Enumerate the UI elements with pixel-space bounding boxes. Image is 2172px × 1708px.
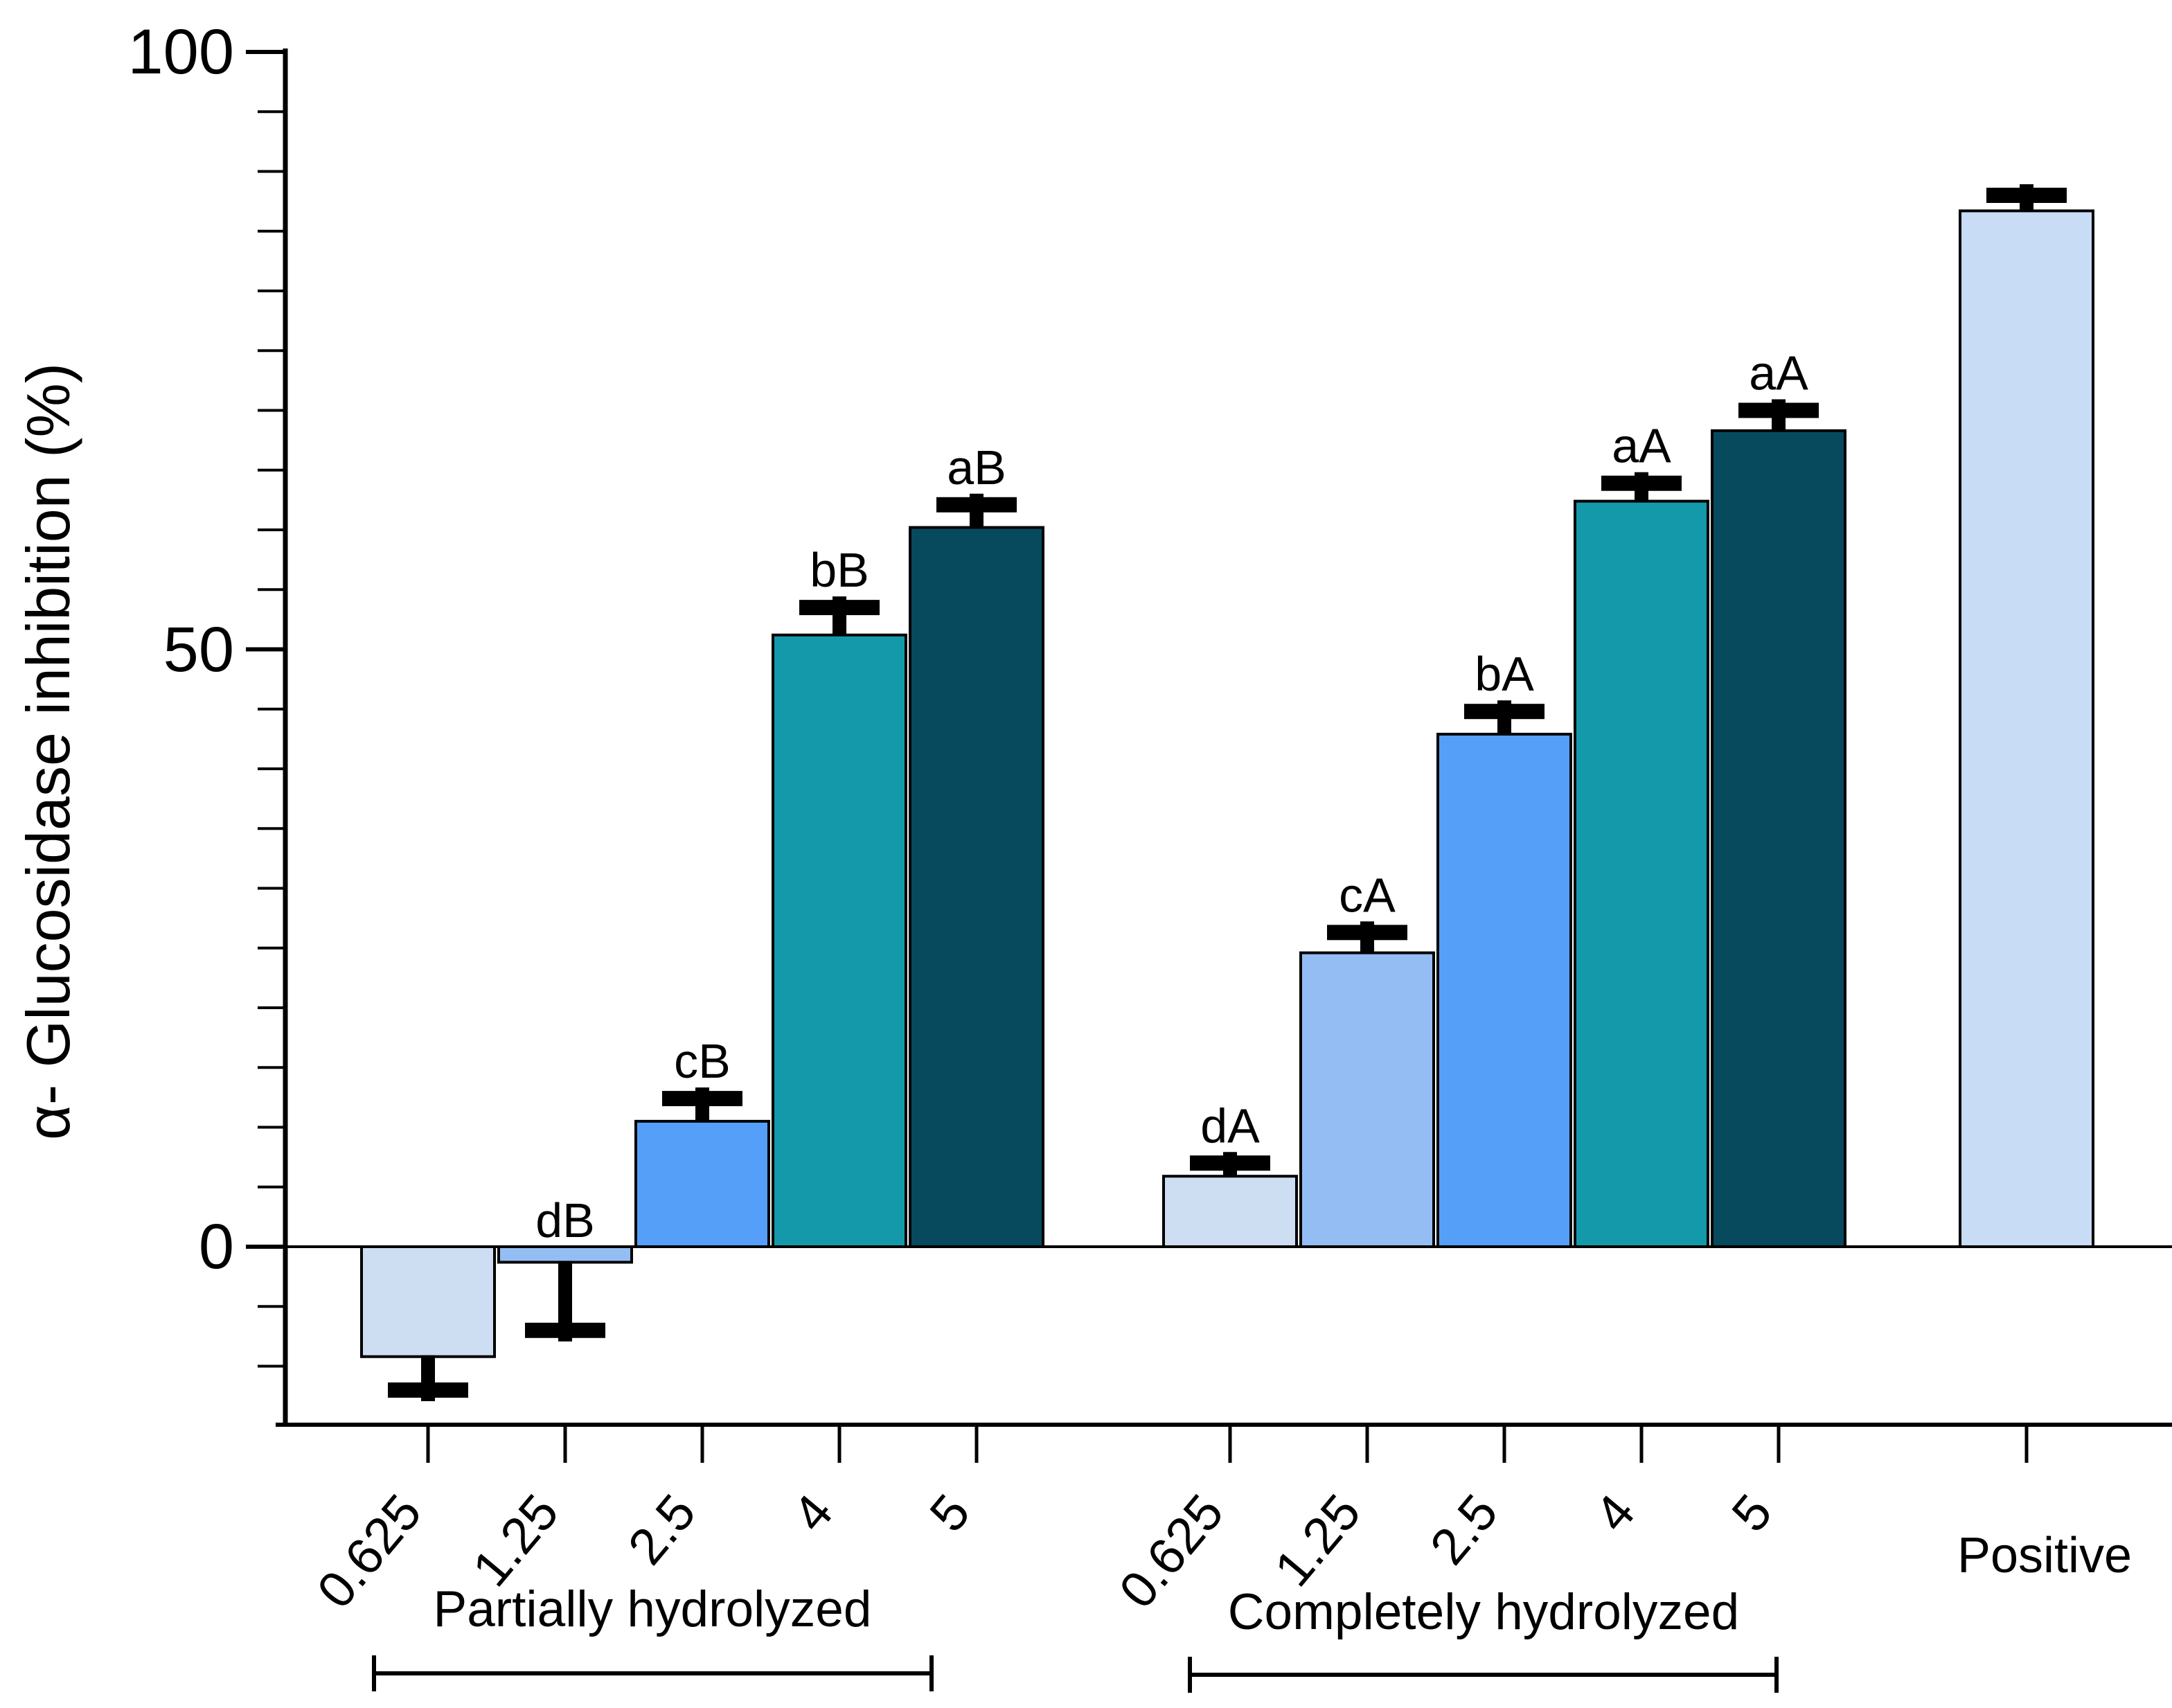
error-bar-cap [1738,402,1819,418]
x-tick-label: 1.25 [1263,1484,1371,1597]
bar [497,1245,633,1264]
bar [1299,951,1435,1249]
significance-label: cA [1339,868,1396,922]
error-bar-cap [936,497,1017,513]
error-bar-cap [1327,925,1407,941]
significance-label: dB [535,1193,595,1247]
y-axis-label: α- Glucosidase inhibition (%) [14,363,82,1140]
significance-label: dA [1200,1098,1260,1153]
positive-label: Positive [1957,1528,2132,1583]
x-tick-label: 1.25 [461,1484,569,1597]
error-bar-cap [1464,704,1545,720]
x-tick-label: 2.5 [617,1484,707,1575]
group-label-partially: Partially hydrolyzed [434,1581,872,1637]
x-tick-label: 2.5 [1419,1484,1509,1575]
significance-label: aB [947,441,1006,495]
significance-label: aA [1749,346,1808,400]
x-tick-label: 5 [918,1484,981,1542]
y-tick-label-50: 50 [163,614,234,685]
error-bar-cap [1986,188,2067,203]
bar [360,1245,496,1358]
significance-label: bB [810,543,869,597]
y-tick-label-100: 100 [128,17,235,87]
error-bar-cap [525,1322,605,1338]
bar [1574,499,1709,1248]
significance-label: cB [674,1034,731,1088]
y-tick-label-0: 0 [199,1211,234,1282]
bar [634,1119,770,1248]
significance-label: aA [1612,419,1671,473]
bar [1436,732,1572,1248]
x-tick-label: 4 [781,1484,844,1542]
error-bar-cap [1601,475,1682,491]
bar [1711,429,1846,1249]
bar [909,526,1044,1248]
bar [1162,1175,1298,1248]
error-bar-cap [662,1091,742,1107]
error-bar-cap [1190,1155,1270,1171]
error-bar-stem [558,1261,572,1342]
group-bracket-completely [1188,1657,1779,1693]
significance-label: bA [1475,647,1534,701]
bar [1959,209,2094,1248]
error-bar-cap [388,1382,468,1398]
x-tick-label: 0.625 [306,1484,433,1619]
group-label-completely: Completely hydrolyzed [1228,1584,1739,1640]
group-bracket-partially [372,1655,934,1691]
error-bar-cap [799,600,880,616]
x-tick-label: 4 [1583,1484,1646,1542]
bar [772,633,907,1248]
x-tick-label: 0.625 [1108,1484,1235,1619]
x-tick-label: 5 [1720,1484,1783,1542]
